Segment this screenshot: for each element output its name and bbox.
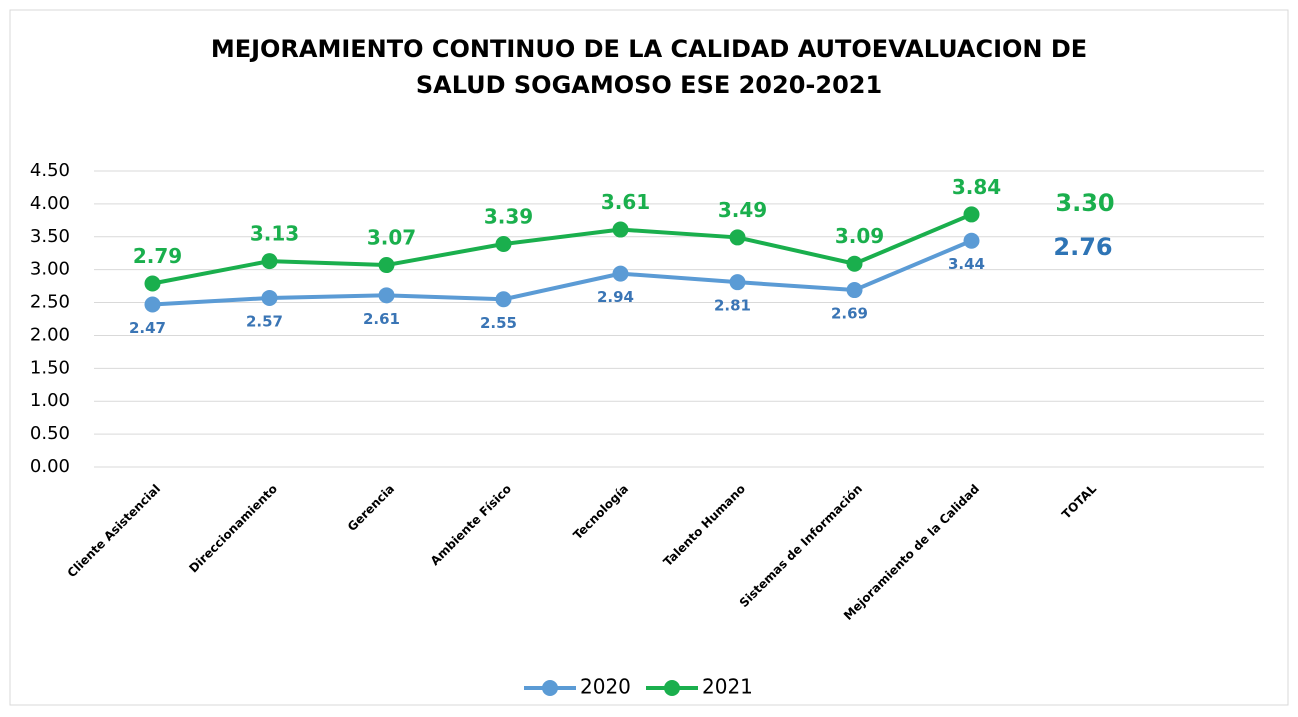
y-tick-label: 3.50 [30,226,70,247]
marker [378,287,395,304]
legend-label: 2020 [580,675,631,699]
marker [846,255,863,272]
y-tick-label: 4.50 [30,160,70,181]
series-line [152,238,973,307]
data-label: 2.94 [597,288,634,306]
data-label: 3.07 [367,226,416,250]
data-label: 3.39 [484,205,533,229]
data-label: 3.09 [835,224,884,248]
data-label: 3.84 [952,175,1001,199]
marker [729,274,746,291]
marker [963,232,980,249]
data-label: 3.61 [601,190,650,214]
y-tick-label: 0.00 [30,456,70,477]
marker [378,257,395,274]
data-label: 2.47 [129,319,166,337]
y-tick-label: 3.00 [30,259,70,280]
y-tick-label: 0.50 [30,423,70,444]
marker [612,221,629,238]
marker [846,282,863,299]
y-tick-label: 2.50 [30,292,70,313]
series-line [152,212,973,286]
data-label: 3.44 [948,255,985,273]
data-label: 2.69 [831,305,868,323]
data-label: 2.79 [133,244,182,268]
legend-marker [542,680,558,696]
legend-marker [664,680,680,696]
data-label: 2.81 [714,297,751,315]
data-label: 3.49 [718,198,767,222]
legend-label: 2021 [702,675,753,699]
marker [144,275,161,292]
marker [495,291,512,308]
marker [261,253,278,270]
y-tick-label: 2.00 [30,324,70,345]
data-label: 2.61 [363,310,400,328]
chart-title: SALUD SOGAMOSO ESE 2020-2021 [416,71,882,99]
data-label: 2.55 [480,314,517,332]
marker [144,296,161,313]
marker [495,236,512,253]
chart-title: MEJORAMIENTO CONTINUO DE LA CALIDAD AUTO… [211,35,1087,63]
marker [729,229,746,246]
data-label: 2.57 [246,312,283,330]
marker [261,289,278,306]
y-tick-label: 4.00 [30,193,70,214]
y-tick-label: 1.00 [30,390,70,411]
annotation: 3.30 [1055,189,1114,217]
chart-border [9,9,1289,706]
marker [963,206,980,223]
annotation: 2.76 [1053,233,1112,261]
data-label: 3.13 [250,222,299,246]
y-tick-label: 1.50 [30,357,70,378]
marker [612,265,629,282]
